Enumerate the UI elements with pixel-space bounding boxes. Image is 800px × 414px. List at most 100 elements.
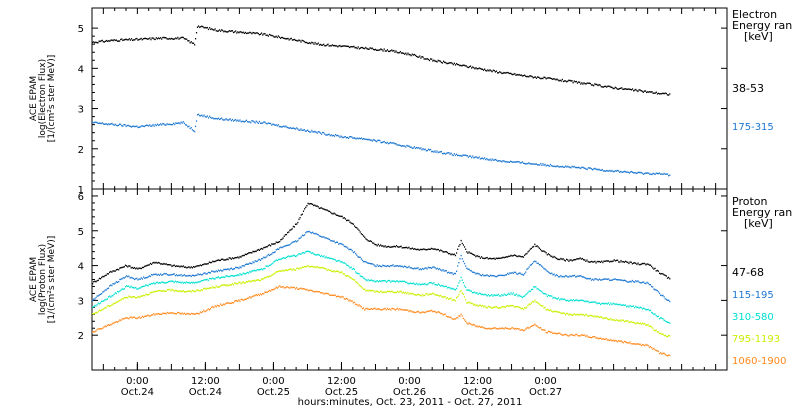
- proton-point: [338, 243, 340, 245]
- proton-point: [445, 285, 447, 288]
- proton-point: [387, 290, 390, 293]
- electron-point: [127, 124, 129, 127]
- proton-point: [350, 266, 352, 268]
- proton-point: [485, 306, 487, 309]
- electron-point: [489, 69, 491, 71]
- electron-point: [116, 40, 119, 42]
- xtick-time: 12:00: [463, 376, 492, 387]
- proton-point: [605, 278, 607, 280]
- electron-point: [651, 173, 653, 176]
- proton-point: [249, 252, 251, 254]
- proton-point: [259, 248, 262, 250]
- proton-point: [253, 279, 255, 282]
- proton-point: [236, 299, 238, 302]
- proton-point: [618, 304, 620, 306]
- proton-point: [593, 316, 595, 318]
- proton-point: [197, 289, 199, 291]
- electron-point: [539, 164, 541, 166]
- proton-point: [624, 260, 627, 263]
- proton-point: [237, 256, 239, 258]
- proton-point: [110, 284, 112, 286]
- electron-point: [275, 35, 277, 38]
- proton-point: [143, 276, 145, 278]
- proton-point: [655, 329, 657, 331]
- electron-point: [504, 72, 506, 74]
- proton-point: [519, 329, 521, 331]
- electron-point: [634, 171, 636, 174]
- electron-point: [239, 31, 241, 33]
- electron-point: [464, 154, 466, 156]
- proton-point: [363, 235, 365, 237]
- xtick-date: Oct.25: [325, 387, 358, 398]
- proton-point: [137, 268, 139, 270]
- proton-point: [499, 327, 501, 329]
- proton-point: [166, 288, 169, 291]
- electron-point: [573, 80, 575, 82]
- electron-point: [231, 30, 234, 32]
- proton-point: [434, 266, 436, 269]
- proton-point: [139, 287, 141, 289]
- proton-point: [121, 318, 123, 320]
- electron-point: [316, 43, 318, 45]
- proton-point: [531, 300, 534, 303]
- proton-point: [582, 313, 585, 316]
- proton-point: [535, 286, 537, 288]
- proton-point: [299, 237, 301, 239]
- electron-point: [406, 53, 408, 56]
- proton-point: [156, 274, 158, 276]
- electron-point: [450, 61, 452, 64]
- electron-point: [271, 34, 273, 37]
- proton-point: [423, 311, 425, 314]
- proton-point: [662, 352, 664, 355]
- proton-point: [443, 270, 445, 272]
- proton-point: [414, 311, 416, 314]
- electron-point: [245, 119, 248, 122]
- proton-point: [369, 290, 372, 292]
- proton-point: [573, 335, 576, 337]
- proton-point: [302, 287, 305, 290]
- proton-point: [209, 272, 212, 274]
- electron-point: [209, 115, 211, 118]
- proton-point: [655, 314, 657, 317]
- electron-point: [438, 60, 440, 62]
- proton-point: [593, 301, 595, 303]
- proton-point: [175, 274, 178, 276]
- proton-point: [273, 273, 275, 275]
- proton-point: [314, 204, 316, 206]
- electron-point: [517, 161, 519, 163]
- electron-point: [323, 43, 325, 46]
- proton-point: [171, 273, 173, 276]
- proton-point: [544, 292, 546, 295]
- electron-point: [572, 82, 574, 84]
- electron-point: [305, 41, 308, 44]
- electron-point: [615, 87, 617, 89]
- proton-point: [596, 260, 598, 263]
- proton-point: [325, 209, 327, 211]
- proton-point: [183, 266, 186, 268]
- proton-point: [657, 291, 660, 293]
- proton-point: [375, 243, 377, 246]
- proton-point: [593, 279, 595, 281]
- electron-point: [106, 39, 108, 42]
- proton-point: [352, 278, 355, 281]
- proton-point: [646, 324, 648, 326]
- proton-point: [129, 277, 131, 279]
- electron-point: [212, 28, 214, 31]
- electron-point: [623, 170, 625, 173]
- proton-point: [401, 280, 403, 283]
- electron-point: [200, 115, 202, 117]
- proton-point: [628, 262, 630, 265]
- proton-point: [208, 277, 210, 280]
- proton-point: [191, 289, 193, 292]
- proton-point: [409, 309, 411, 312]
- proton-point: [601, 302, 603, 305]
- proton-point: [235, 256, 237, 259]
- electron-point: [548, 77, 551, 79]
- proton-point: [319, 291, 322, 294]
- proton-point: [390, 309, 392, 311]
- proton-point: [496, 257, 499, 260]
- proton-point: [580, 313, 582, 315]
- proton-point: [503, 256, 505, 259]
- proton-point: [440, 269, 442, 271]
- electron-point: [136, 37, 138, 40]
